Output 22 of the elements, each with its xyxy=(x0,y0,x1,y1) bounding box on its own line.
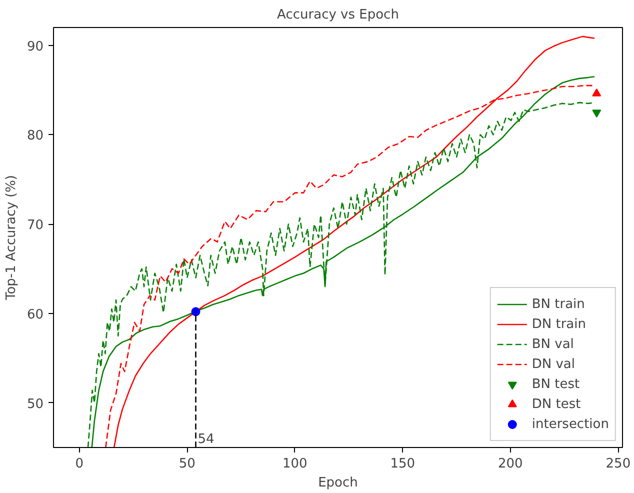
legend-label: DN test xyxy=(532,396,581,412)
y-axis-title: Top-1 Accuracy (%) xyxy=(4,174,19,302)
y-tick-label: 60 xyxy=(26,307,44,322)
legend-label: BN test xyxy=(532,376,580,392)
x-axis-title: Epoch xyxy=(318,476,358,490)
x-tick-label: 250 xyxy=(606,456,631,472)
annotation: 54 xyxy=(198,432,214,448)
y-tick-label: 80 xyxy=(26,128,44,144)
x-tick-label: 150 xyxy=(390,456,416,472)
legend-label: BN val xyxy=(532,336,574,352)
legend-label: intersection xyxy=(532,416,609,432)
legend-label: DN val xyxy=(532,356,576,372)
x-tick-label: 0 xyxy=(75,456,84,472)
y-tick-label: 90 xyxy=(26,39,44,54)
x-tick-label: 50 xyxy=(178,456,196,472)
chart-title: Accuracy vs Epoch xyxy=(277,8,399,22)
legend-label: DN train xyxy=(532,316,586,332)
y-tick-label: 70 xyxy=(26,218,44,234)
x-tick-label: 100 xyxy=(282,456,308,472)
y-tick-label: 50 xyxy=(26,396,44,412)
x-tick-label: 200 xyxy=(498,456,523,472)
legend-label: BN train xyxy=(532,296,585,312)
